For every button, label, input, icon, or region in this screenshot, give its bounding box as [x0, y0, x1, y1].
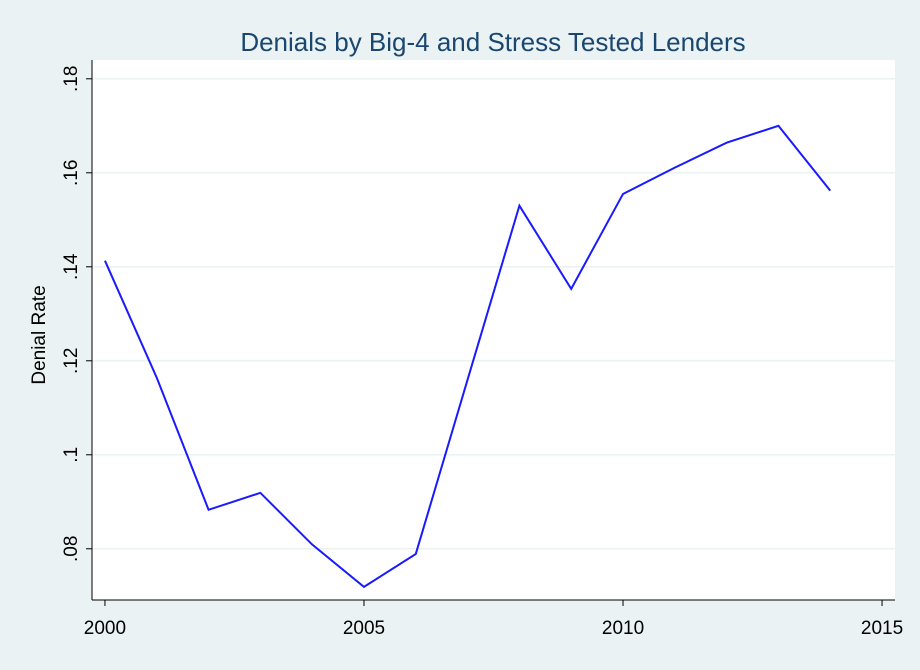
plot-area — [92, 60, 895, 600]
x-tick-label: 2010 — [602, 618, 644, 639]
x-tick-label: 2000 — [84, 618, 126, 639]
x-tick-label: 2005 — [343, 618, 385, 639]
y-tick-label: .14 — [61, 253, 82, 280]
y-tick-label: .16 — [61, 160, 82, 186]
data-line — [104, 124, 832, 589]
y-tick-label: .08 — [61, 536, 82, 562]
y-axis-label: Denial Rate — [29, 285, 50, 384]
x-tick-label: 2015 — [861, 618, 903, 639]
y-tick-label: .18 — [61, 66, 82, 92]
y-tick-label: .1 — [61, 447, 82, 463]
chart-title: Denials by Big-4 and Stress Tested Lende… — [240, 27, 745, 57]
y-tick-label: .12 — [61, 348, 82, 374]
